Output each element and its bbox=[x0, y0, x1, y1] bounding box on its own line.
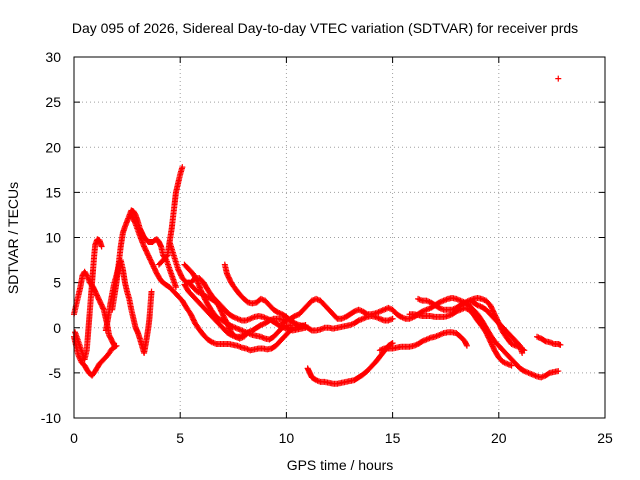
series-track-16 bbox=[415, 294, 528, 354]
y-tick-label: 0 bbox=[53, 320, 61, 336]
data-point bbox=[112, 343, 119, 350]
data-point bbox=[244, 346, 251, 353]
data-point bbox=[83, 271, 90, 278]
data-marks-layer bbox=[71, 75, 564, 387]
data-point bbox=[555, 368, 562, 375]
data-point bbox=[548, 339, 555, 346]
data-point bbox=[172, 284, 179, 291]
data-point bbox=[463, 342, 470, 349]
series-track-11 bbox=[185, 279, 252, 342]
x-tick-label: 5 bbox=[176, 430, 184, 446]
y-tick-label: 10 bbox=[45, 230, 61, 246]
series-track-13 bbox=[279, 294, 562, 381]
series-track-17 bbox=[406, 304, 515, 369]
data-point bbox=[100, 305, 107, 312]
plot-frame bbox=[73, 56, 606, 419]
series-track-9 bbox=[181, 261, 294, 343]
tick-label-layer: 0 5 10 15 20 25 -10 -5 0 5 10 15 20 25 30 bbox=[41, 49, 613, 446]
y-tick-label: 25 bbox=[45, 94, 61, 110]
grid-layer bbox=[74, 57, 605, 418]
data-point bbox=[131, 219, 138, 226]
data-point bbox=[318, 325, 325, 332]
y-tick-label: 30 bbox=[45, 49, 61, 65]
y-tick-label: 5 bbox=[53, 275, 61, 291]
data-point bbox=[555, 75, 562, 82]
data-point bbox=[389, 315, 396, 322]
data-point bbox=[557, 341, 564, 348]
y-tick-label: 15 bbox=[45, 184, 61, 200]
data-point bbox=[148, 288, 155, 295]
data-point bbox=[98, 243, 105, 250]
x-tick-label: 15 bbox=[385, 430, 401, 446]
series-track-6 bbox=[128, 211, 309, 354]
data-point bbox=[386, 316, 393, 323]
series-track-15 bbox=[376, 329, 470, 354]
series-track-7 bbox=[155, 164, 186, 268]
x-tick-label: 20 bbox=[491, 430, 507, 446]
tick-layer bbox=[73, 56, 606, 419]
data-point bbox=[416, 296, 423, 303]
series-track-20 bbox=[555, 75, 562, 82]
x-tick-label: 25 bbox=[597, 430, 613, 446]
series-track-14 bbox=[304, 340, 396, 387]
data-point bbox=[388, 316, 395, 323]
series-track-3 bbox=[72, 236, 105, 363]
series-track-5 bbox=[109, 207, 179, 313]
data-point bbox=[163, 253, 170, 260]
data-point bbox=[244, 330, 251, 337]
data-point bbox=[179, 164, 186, 171]
data-point bbox=[417, 297, 424, 304]
x-axis-label: GPS time / hours bbox=[287, 457, 394, 473]
series-track-18 bbox=[466, 297, 526, 357]
y-tick-label: 20 bbox=[45, 139, 61, 155]
x-tick-label: 10 bbox=[279, 430, 295, 446]
x-tick-label: 0 bbox=[70, 430, 78, 446]
y-tick-label: -5 bbox=[49, 365, 62, 381]
data-point bbox=[519, 350, 526, 357]
series-track-19 bbox=[534, 333, 564, 348]
data-point bbox=[245, 329, 252, 336]
data-point bbox=[508, 362, 515, 369]
data-point bbox=[389, 340, 396, 347]
data-point bbox=[113, 342, 120, 349]
y-tick-label: -10 bbox=[41, 410, 61, 426]
y-axis-label: SDTVAR / TECUs bbox=[5, 182, 21, 294]
chart-title: Day 095 of 2026, Sidereal Day-to-day VTE… bbox=[72, 20, 578, 36]
